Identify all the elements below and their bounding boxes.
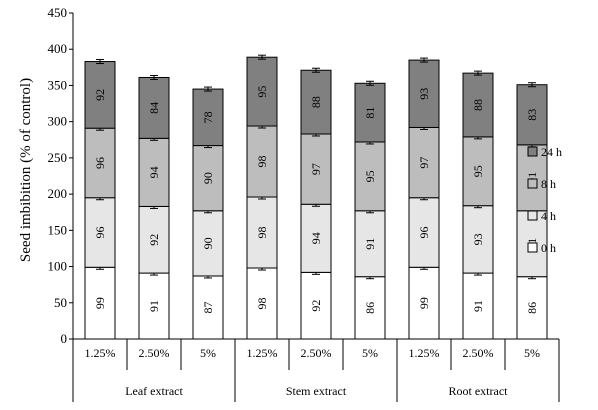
y-tick-label: 300 [48, 114, 68, 129]
bar-segment [138, 137, 170, 207]
data-label: 86 [525, 302, 539, 314]
legend-swatch [527, 210, 538, 221]
bar-segment [300, 133, 332, 205]
data-label: 93 [417, 88, 431, 100]
y-axis-label: Seed imbibition (% of control) [18, 78, 34, 262]
x-category-label: 2.50% [139, 346, 170, 360]
bar-segment [516, 84, 548, 146]
axes: 0 50 100 150 200 250 300 350 400 450 [48, 5, 74, 346]
data-label: 94 [309, 232, 323, 244]
bar-segment [354, 141, 386, 212]
data-label: 90 [201, 237, 215, 249]
legend-label: 4 h [541, 209, 556, 223]
x-group-label: Leaf extract [125, 384, 183, 398]
data-label: 95 [255, 86, 269, 98]
bar-segment [84, 61, 116, 129]
bar-segment [516, 144, 548, 212]
data-label: 92 [309, 300, 323, 312]
bar-segment [246, 56, 278, 127]
bar-segment [84, 266, 116, 340]
bar-segment [462, 205, 494, 274]
y-tick-label: 50 [54, 295, 67, 310]
data-label: 98 [255, 227, 269, 239]
x-group-label: Root extract [449, 384, 509, 398]
bar-segment [138, 76, 170, 139]
data-label: 90 [201, 172, 215, 184]
legend-label: 0 h [541, 241, 556, 255]
x-category-label: 2.50% [463, 346, 494, 360]
legend-swatch [527, 242, 538, 253]
x-category-label: 2.50% [301, 346, 332, 360]
data-label: 88 [471, 99, 485, 111]
data-label: 94 [147, 166, 161, 178]
y-tick-label: 450 [48, 5, 68, 20]
data-label: 96 [93, 227, 107, 239]
data-label: 92 [147, 234, 161, 246]
data-label: 83 [525, 109, 539, 121]
data-label: 96 [93, 157, 107, 169]
data-label: 78 [201, 111, 215, 123]
bar-segment [84, 127, 116, 199]
data-label: 99 [93, 297, 107, 309]
data-label: 91 [471, 300, 485, 312]
data-label: 92 [93, 89, 107, 101]
bar-segment [192, 145, 224, 212]
bar-segment [192, 210, 224, 277]
data-label: 96 [417, 227, 431, 239]
y-tick-label: 100 [48, 259, 68, 274]
bar-segment [462, 136, 494, 207]
x-category-label: 5% [200, 346, 216, 360]
y-tick-label: 350 [48, 77, 68, 92]
x-category-label: 5% [362, 346, 378, 360]
x-group-label: Stem extract [286, 384, 347, 398]
data-label: 88 [309, 96, 323, 108]
bar-segment [300, 203, 332, 273]
data-label: 98 [255, 156, 269, 168]
bar-segment [408, 59, 440, 128]
data-label: 91 [363, 238, 377, 250]
bar-segment [408, 126, 440, 199]
legend-swatch [527, 178, 538, 189]
data-label: 97 [417, 157, 431, 169]
data-label: 97 [309, 163, 323, 175]
bar-segment [354, 210, 386, 278]
data-label: 81 [363, 107, 377, 119]
bar-segment [192, 275, 224, 340]
data-label: 95 [363, 170, 377, 182]
legend-label: 24 h [541, 145, 562, 159]
bar-segment [300, 69, 332, 135]
data-label: 95 [471, 165, 485, 177]
bar-segment [138, 205, 170, 274]
data-label: 91 [147, 300, 161, 312]
data-label: 87 [201, 301, 215, 313]
y-tick-label: 250 [48, 150, 68, 165]
y-tick-label: 150 [48, 222, 68, 237]
bar-segment [354, 82, 386, 143]
x-category-label: 1.25% [85, 346, 116, 360]
legend: 24 h 8 h 4 h 0 h [527, 145, 562, 255]
bars: 99 96 96 92 91 92 94 84 87 90 90 78 98 98 98 95 92 94 97 88… [84, 54, 548, 340]
data-label: 98 [255, 298, 269, 310]
legend-label: 8 h [541, 177, 556, 191]
bar-segment [246, 196, 278, 269]
data-label: 93 [471, 233, 485, 245]
legend-swatch [527, 146, 538, 157]
x-axis: 1.25% 2.50% 5% 1.25% 2.50% 5% 1.25% 2.50% 5% Leaf… [72, 338, 560, 402]
data-label: 99 [417, 297, 431, 309]
bar-segment [84, 197, 116, 268]
y-tick-label: 400 [48, 41, 68, 56]
bar-segment [408, 197, 440, 268]
x-category-label: 1.25% [409, 346, 440, 360]
data-label: 84 [147, 102, 161, 114]
x-category-label: 5% [524, 346, 540, 360]
x-category-label: 1.25% [247, 346, 278, 360]
data-label: 86 [363, 302, 377, 314]
bar-segment [246, 125, 278, 198]
y-tick-label: 0 [61, 331, 68, 346]
y-tick-label: 200 [48, 186, 68, 201]
